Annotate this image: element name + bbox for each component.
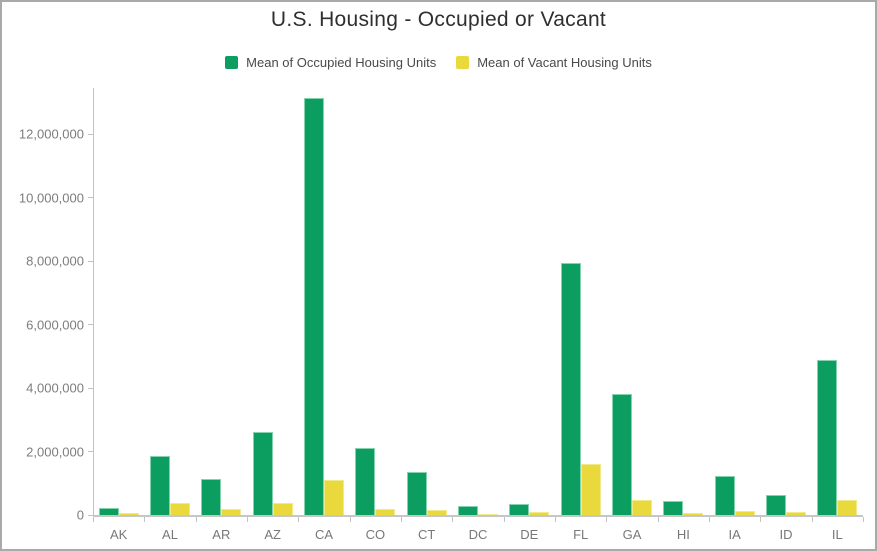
y-axis-line [93,88,94,516]
bar-occupied-IL[interactable] [817,360,838,515]
x-axis-label-AZ: AZ [264,527,281,542]
x-axis-tick [195,517,197,522]
bar-vacant-AK[interactable] [118,513,139,515]
x-axis-tick [503,517,505,522]
bar-vacant-IL[interactable] [837,500,858,515]
x-axis-tick [93,517,94,522]
x-axis-label-AK: AK [109,527,128,542]
bar-vacant-AZ[interactable] [272,503,293,515]
legend-item-vacant[interactable]: Mean of Vacant Housing Units [456,55,652,70]
bar-vacant-IA[interactable] [734,511,755,515]
y-axis-tick-label: 4,000,000 [26,380,84,396]
y-axis-tick [88,324,93,326]
x-axis-label-DE: DE [520,527,539,542]
bar-occupied-AL[interactable] [150,456,170,515]
bar-vacant-DC[interactable] [478,514,498,515]
bar-vacant-AL[interactable] [170,503,190,515]
x-axis-tick [144,517,146,522]
x-axis-tick [452,517,454,522]
bar-occupied-ID[interactable] [766,495,786,515]
x-axis-tick [247,517,248,522]
x-axis-label-CT: CT [417,527,436,542]
bar-vacant-CT[interactable] [426,510,447,515]
bar-occupied-AK[interactable] [98,508,119,515]
x-axis-tick [298,517,300,522]
bar-vacant-ID[interactable] [786,512,806,515]
x-axis-tick [401,517,402,522]
bar-vacant-CO[interactable] [375,509,396,515]
bar-occupied-HI[interactable] [663,501,684,515]
bar-occupied-CO[interactable] [355,448,376,515]
y-axis-tick-label: 12,000,000 [18,126,84,142]
y-axis-tick-label: 10,000,000 [18,190,84,206]
legend-item-occupied[interactable]: Mean of Occupied Housing Units [225,55,436,70]
y-axis-tick [88,514,93,516]
bar-occupied-CA[interactable] [304,98,324,515]
x-axis-tick [349,517,351,522]
x-axis-label-ID: ID [779,527,793,542]
bar-vacant-FL[interactable] [580,464,601,515]
bar-occupied-AZ[interactable] [252,432,273,515]
x-axis-line [93,515,863,517]
bar-vacant-GA[interactable] [632,500,652,515]
x-axis-tick [760,517,762,522]
bar-occupied-DE[interactable] [509,504,530,515]
y-axis-tick [88,387,93,389]
bar-occupied-GA[interactable] [612,394,632,515]
legend-swatch-vacant-icon [456,56,470,69]
x-axis-label-FL: FL [573,527,589,542]
bar-occupied-FL[interactable] [560,263,581,515]
y-axis-tick-label: 6,000,000 [26,317,84,333]
legend-label-occupied: Mean of Occupied Housing Units [246,55,437,70]
y-axis-tick-label: 2,000,000 [26,444,84,459]
x-axis-label-IA: IA [728,527,741,542]
bar-vacant-DE[interactable] [529,512,550,515]
bar-occupied-IA[interactable] [714,476,735,515]
bar-occupied-DC[interactable] [458,506,478,515]
x-axis-label-HI: HI [676,527,690,542]
x-axis-label-AL: AL [162,527,178,542]
y-axis-tick [88,133,93,135]
x-axis-label-IL: IL [831,527,843,542]
x-axis-tick [657,517,659,522]
bar-occupied-CT[interactable] [406,472,427,515]
bar-vacant-AR[interactable] [221,509,242,515]
x-axis-label-CO: CO [365,527,386,542]
x-axis-tick [555,517,556,522]
legend-label-vacant: Mean of Vacant Housing Units [477,55,652,70]
x-axis-label-AR: AR [212,527,231,542]
x-axis-label-CA: CA [314,527,334,542]
chart-title: U.S. Housing - Occupied or Vacant [270,8,607,31]
y-axis-tick-label: 8,000,000 [26,253,84,269]
x-axis-tick [606,517,608,522]
y-axis-tick [88,260,93,262]
y-axis-tick [88,197,93,199]
x-axis-tick [811,517,813,522]
x-axis-label-DC: DC [468,527,488,542]
chart-legend: Mean of Occupied Housing Units Mean of V… [2,55,875,70]
x-axis-tick [709,517,710,522]
y-axis-tick-label: 0 [76,507,84,523]
x-axis-tick [863,517,864,522]
bar-vacant-CA[interactable] [324,480,344,515]
y-axis-tick [88,451,93,452]
legend-swatch-occupied-icon [225,56,239,69]
x-axis-label-GA: GA [622,527,642,542]
bar-vacant-HI[interactable] [683,513,704,515]
bar-occupied-AR[interactable] [201,479,222,515]
